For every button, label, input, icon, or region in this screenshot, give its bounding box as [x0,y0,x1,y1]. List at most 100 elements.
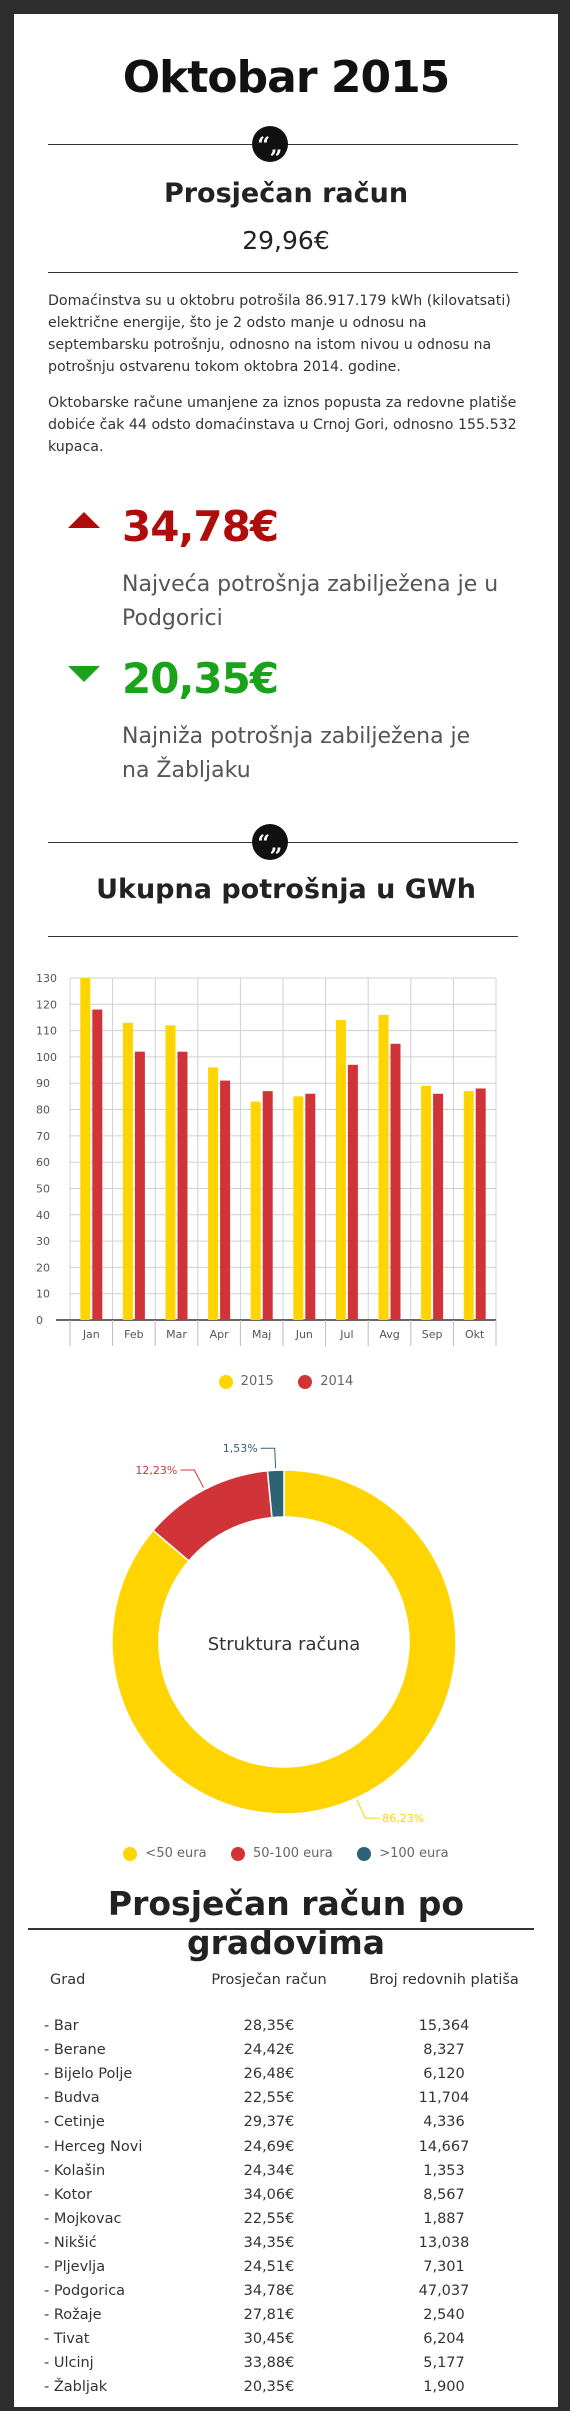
table-row: - Podgorica 34,78€ 47,037 [44,2279,544,2303]
quote-icon: “„ [252,126,288,162]
city-name-cell: - Mojkovac [44,2210,122,2227]
y-tick-label: 50 [36,1182,50,1195]
legend-swatch [231,1846,245,1861]
average-bill-cell: 22,55€ [243,2210,295,2227]
legend-item-2015: 2015 [218,1374,274,1389]
regular-payers-cell: 1,900 [423,2379,465,2396]
legend-item-50-100: 50-100 eura [231,1846,333,1861]
column-header-average: Prosječan račun [211,1972,327,1988]
cities-table: Grad Prosječan račun Broj redovnih plati… [44,1972,544,2400]
city-name-cell: - Kolašin [44,2162,106,2179]
bar-2014-mar [177,1051,188,1320]
average-bill-value: 29,96€ [242,226,330,255]
lowest-value: 20,35€ [122,654,279,703]
y-tick-label: 60 [36,1156,50,1169]
legend-label: >100 eura [379,1846,449,1861]
y-tick-label: 110 [36,1025,57,1038]
divider [48,272,518,273]
average-bill-heading: Prosječan račun [163,178,409,209]
y-tick-label: 120 [36,998,57,1011]
table-row: - Mojkovac 22,55€ 1,887 [44,2207,544,2231]
city-name-cell: - Rožaje [44,2307,102,2324]
average-bill-cell: 24,42€ [243,2042,295,2059]
triangle-down-icon [68,666,100,682]
average-bill-cell: 33,88€ [243,2355,295,2372]
legend-item-under-50: <50 eura [123,1846,207,1861]
donut-center-title: Struktura računa [208,1634,361,1655]
bar-2014-avg [390,1043,401,1320]
city-name-cell: - Tivat [44,2331,90,2348]
city-name-cell: - Budva [44,2090,100,2107]
city-name-cell: - Pljevlja [44,2258,106,2275]
y-tick-label: 80 [36,1104,50,1117]
total-consumption-heading: Ukupna potrošnja u GWh [96,874,476,905]
city-name-cell: - Podgorica [44,2283,126,2300]
regular-payers-cell: 8,327 [423,2042,465,2059]
regular-payers-cell: 7,301 [423,2258,465,2275]
table-header-row: Grad Prosječan račun Broj redovnih plati… [44,1972,544,2014]
table-row: - Ulcinj 33,88€ 5,177 [44,2351,544,2375]
bar-2015-jul [335,1020,346,1320]
donut-slice-2 [266,1469,285,1519]
legend-label: 50-100 eura [253,1846,333,1861]
column-header-payers: Broj redovnih platiša [369,1972,519,1988]
donut-chart: 86,23% 12,23% 1,53% Struktura računa [111,1442,457,1825]
bar-2015-sep [421,1085,432,1320]
slice-label: 1,53% [223,1442,258,1455]
bar-2015-okt [463,1091,474,1320]
average-bill-cell: 22,55€ [243,2090,295,2107]
regular-payers-cell: 14,667 [418,2138,470,2155]
regular-payers-cell: 15,364 [418,2018,470,2035]
city-name-cell: - Berane [44,2042,106,2059]
y-tick-label: 20 [36,1261,50,1274]
y-tick-label: 30 [36,1235,50,1248]
city-name-cell: - Kotor [44,2186,93,2203]
table-row: - Kolašin 24,34€ 1,353 [44,2159,544,2183]
table-row: - Tivat 30,45€ 6,204 [44,2327,544,2351]
average-bill-cell: 24,69€ [243,2138,295,2155]
x-tick-label: Jul [339,1328,353,1341]
legend-label: 2014 [320,1374,354,1389]
regular-payers-cell: 6,204 [423,2331,465,2348]
x-tick-label: Mar [166,1328,187,1341]
highest-description: Najveća potrošnja zabilježena je u Podgo… [122,572,499,631]
x-tick-label: Jan [82,1328,100,1341]
table-row: - Bijelo Polje 26,48€ 6,120 [44,2062,544,2086]
legend-label: 2015 [240,1374,274,1389]
x-tick-label: Sep [422,1328,443,1341]
bar-2014-apr [220,1080,231,1320]
city-name-cell: - Cetinje [44,2114,105,2131]
regular-payers-cell: 13,038 [418,2234,470,2251]
slice-label-connector [260,1447,277,1469]
donut-slice-0 [111,1469,457,1815]
regular-payers-cell: 5,177 [423,2355,465,2372]
y-tick-label: 100 [36,1051,57,1064]
bar-2014-okt [475,1088,486,1320]
x-tick-label: Jun [295,1328,313,1341]
average-bill-cell: 27,81€ [243,2307,295,2324]
x-tick-label: Maj [252,1328,271,1341]
city-name-cell: - Ulcinj [44,2355,94,2372]
slice-label: 12,23% [135,1464,177,1477]
y-tick-label: 40 [36,1209,50,1222]
bar-2014-jun [305,1093,316,1320]
bar-chart: 0 10 20 30 40 50 60 70 80 90 100 110 120 130 Jan Feb Mar… [36,972,497,1346]
regular-payers-cell: 6,120 [423,2066,465,2083]
table-row: - Bar 28,35€ 15,364 [44,2014,544,2038]
bar-chart-legend: 2015 2014 [14,1374,558,1394]
regular-payers-cell: 2,540 [423,2307,465,2324]
y-tick-label: 130 [36,972,57,985]
table-row: - Nikšić 34,35€ 13,038 [44,2231,544,2255]
x-tick-label: Avg [379,1328,399,1341]
legend-swatch [123,1846,138,1861]
discount-paragraph: Oktobarske račune umanjene za iznos popu… [48,395,517,455]
regular-payers-cell: 1,887 [423,2210,465,2227]
average-bill-cell: 34,35€ [243,2234,295,2251]
average-bill-cell: 30,45€ [243,2331,295,2348]
city-name-cell: - Bijelo Polje [44,2066,133,2083]
regular-payers-cell: 1,353 [423,2162,465,2179]
slice-label-connector [356,1799,380,1819]
city-name-cell: - Bar [44,2018,79,2035]
bar-2015-feb [122,1022,133,1320]
table-row: - Budva 22,55€ 11,704 [44,2086,544,2110]
